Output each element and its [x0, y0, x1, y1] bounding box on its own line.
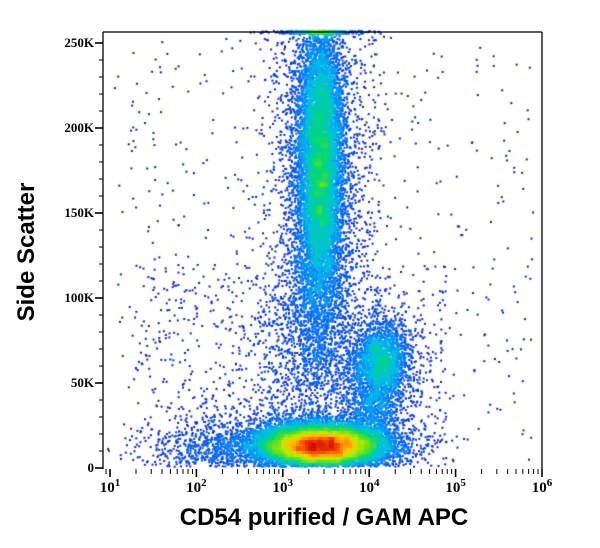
y-tick-label: 150K [64, 205, 94, 220]
x-tick-label: 102 [186, 477, 207, 496]
x-tick-label: 101 [99, 477, 121, 496]
x-tick-label: 103 [272, 477, 294, 496]
y-tick-label: 0 [87, 460, 95, 475]
y-tick-label: 100K [64, 290, 94, 305]
y-tick-label: 50K [70, 375, 94, 390]
x-axis-title: CD54 purified / GAM APC [179, 504, 469, 531]
x-tick-label: 106 [531, 477, 553, 496]
y-axis-title: Side Scatter [13, 182, 40, 322]
y-tick-label: 250K [64, 35, 94, 50]
x-tick-label: 105 [445, 477, 466, 496]
x-tick-label: 104 [358, 477, 380, 496]
y-tick-label: 200K [64, 120, 94, 135]
